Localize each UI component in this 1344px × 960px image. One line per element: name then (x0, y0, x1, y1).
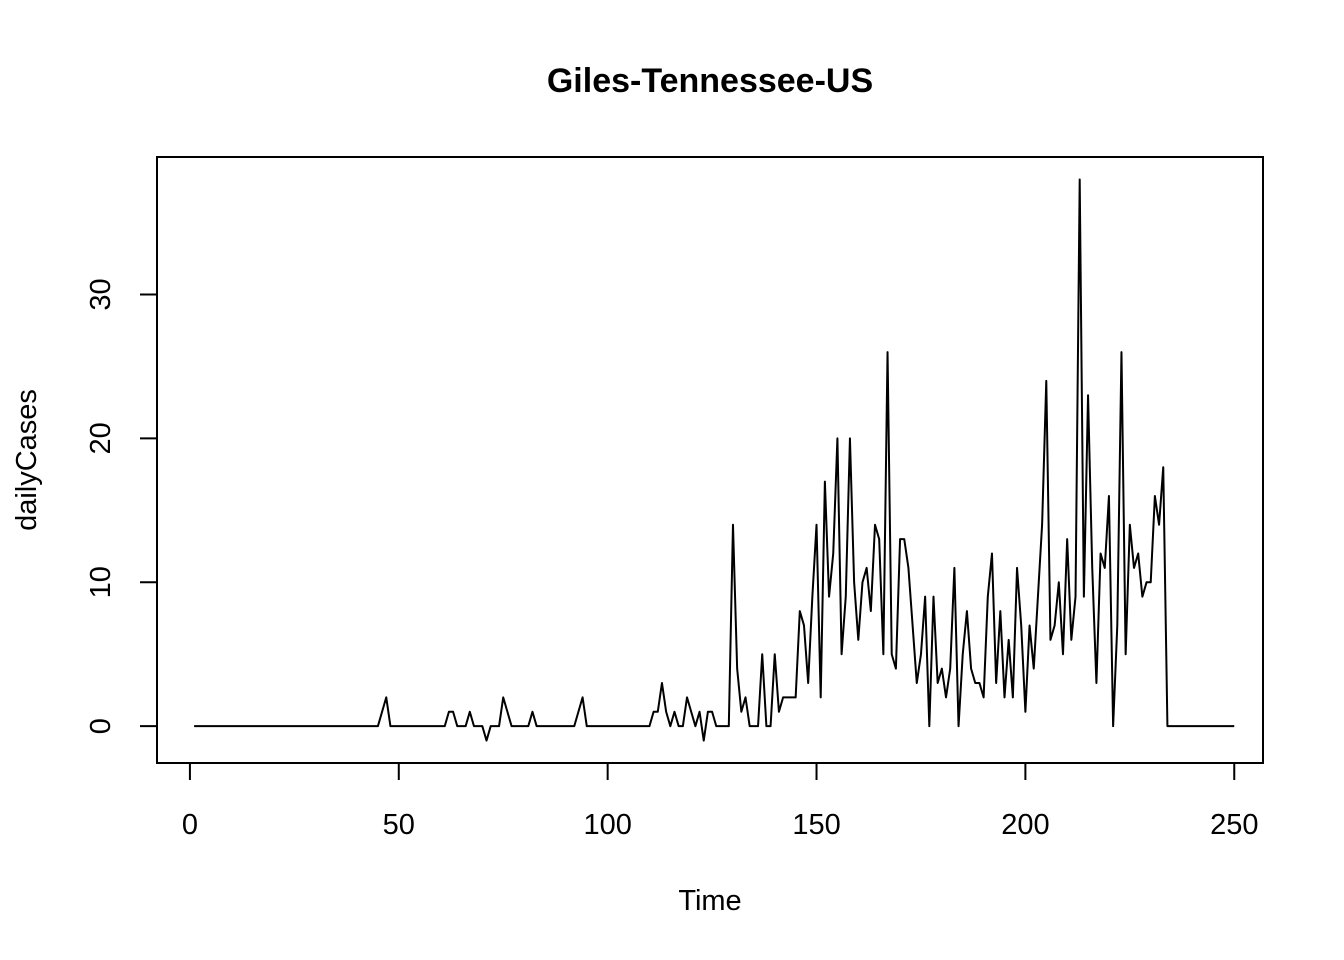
y-axis-label: dailyCases (11, 389, 43, 531)
y-tick-label: 20 (85, 422, 117, 454)
series-line-daily-cases (194, 178, 1235, 742)
chart-title: Giles-Tennessee-US (547, 62, 873, 100)
y-tick-label: 30 (85, 278, 117, 310)
x-tick-label: 150 (792, 809, 840, 841)
y-tick-label: 0 (85, 718, 117, 734)
x-axis-label: Time (678, 885, 741, 917)
x-tick-label: 250 (1210, 809, 1258, 841)
x-tick-label: 50 (383, 809, 415, 841)
y-tick-label: 10 (85, 566, 117, 598)
y-axis: 0 10 20 30 (85, 278, 158, 734)
x-tick-label: 100 (583, 809, 631, 841)
x-tick-label: 200 (1001, 809, 1049, 841)
x-tick-label: 0 (182, 809, 198, 841)
x-axis: 0 50 100 150 200 250 (182, 762, 1258, 841)
